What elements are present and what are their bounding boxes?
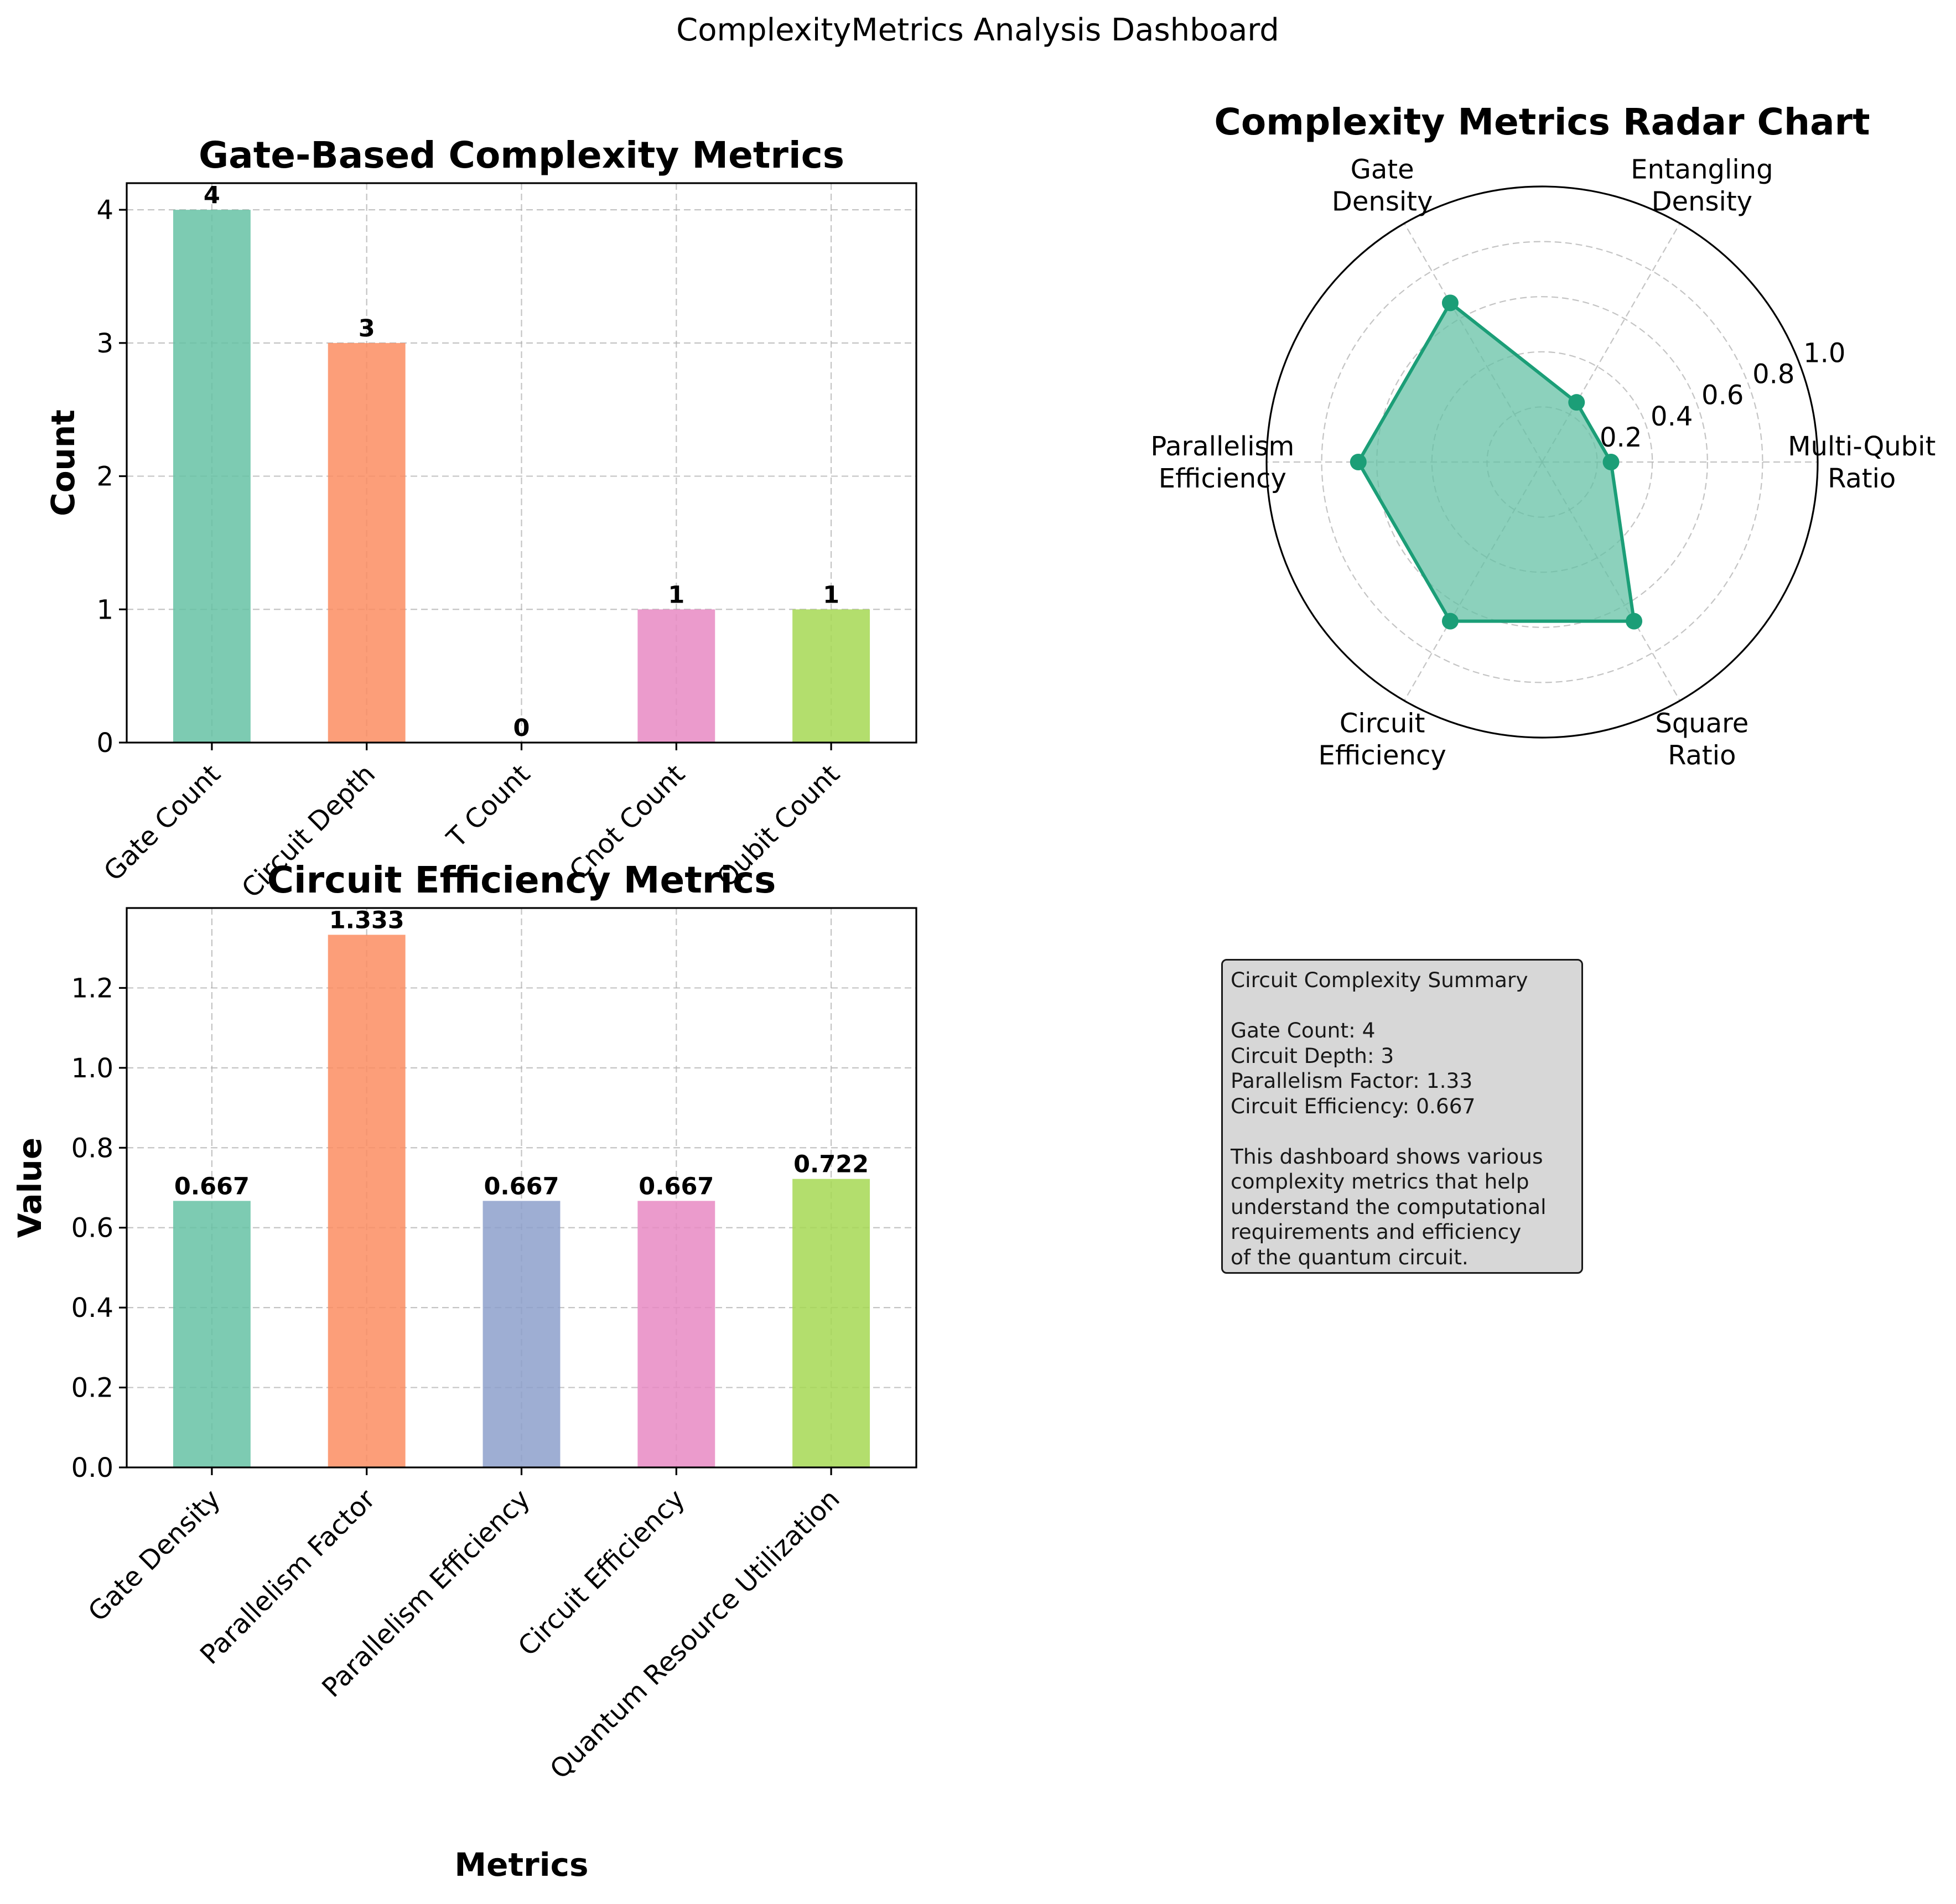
- chart-title: Gate-Based Complexity Metrics: [199, 134, 844, 177]
- radar-axis-label-line: Square: [1655, 708, 1749, 739]
- radar-point: [1602, 454, 1620, 470]
- radar-point: [1626, 613, 1643, 630]
- y-tick-label: 0: [96, 728, 113, 759]
- bar: [792, 609, 870, 743]
- radar-area: [1358, 303, 1635, 621]
- y-tick-label: 2: [96, 461, 113, 492]
- bar-value-label: 0.667: [174, 1173, 250, 1200]
- summary-line: Circuit Complexity Summary: [1231, 968, 1528, 992]
- radial-tick-label: 0.6: [1701, 380, 1744, 411]
- y-tick-label: 1.0: [71, 1053, 113, 1084]
- summary-text: Circuit Complexity Summary Gate Count: 4…: [1231, 968, 1574, 1270]
- summary-line: Parallelism Factor: 1.33: [1231, 1068, 1473, 1093]
- summary-line: requirements and efficiency: [1231, 1220, 1522, 1244]
- radar-axis-label: Entangling Density: [1631, 154, 1773, 217]
- bar-value-label: 0.722: [793, 1151, 869, 1179]
- dashboard-title: ComplexityMetrics Analysis Dashboard: [676, 12, 1279, 48]
- radar-point: [1350, 454, 1367, 470]
- x-tick-label: Parallelism Factor: [194, 1483, 381, 1670]
- radar-axis-label: Circuit Efficiency: [1319, 708, 1446, 771]
- y-tick-label: 4: [96, 195, 113, 226]
- summary-line: Circuit Depth: 3: [1231, 1043, 1394, 1068]
- bar: [637, 1201, 715, 1467]
- radar-axis-label-line: Density: [1332, 186, 1433, 217]
- radial-tick-label: 0.4: [1651, 401, 1693, 432]
- chart-title: Circuit Efficiency Metrics: [267, 859, 776, 901]
- bar: [792, 1179, 870, 1467]
- radial-tick-label: 0.8: [1752, 359, 1794, 390]
- y-axis-label: Count: [44, 409, 82, 516]
- bar: [637, 609, 715, 743]
- y-tick-label: 0.4: [71, 1293, 113, 1324]
- radar-point: [1441, 613, 1459, 630]
- radial-tick-label: 0.2: [1600, 422, 1642, 453]
- y-tick-label: 0.6: [71, 1213, 113, 1244]
- radar-axis-label-line: Multi-Qubit: [1788, 431, 1936, 462]
- bar: [328, 343, 406, 743]
- summary-box: Circuit Complexity Summary Gate Count: 4…: [1221, 959, 1583, 1274]
- bar-value-label: 4: [204, 181, 220, 209]
- y-tick-label: 0.0: [71, 1452, 113, 1483]
- radar-point: [1441, 294, 1459, 312]
- summary-line: of the quantum circuit.: [1231, 1244, 1469, 1269]
- chart-title: Complexity Metrics Radar Chart: [1214, 101, 1870, 143]
- radar-point: [1568, 394, 1585, 411]
- radar-axis-label-line: Ratio: [1668, 740, 1736, 771]
- y-tick-label: 0.2: [71, 1373, 113, 1404]
- x-tick-label: Quantum Resource Utilization: [544, 1483, 845, 1785]
- bar-value-label: 0: [513, 714, 530, 742]
- x-tick-label: Gate Count: [98, 759, 226, 887]
- radar-axis-label-line: Entangling: [1631, 154, 1773, 185]
- radar-axis-label-line: Density: [1652, 186, 1752, 217]
- radar-axis-label: Parallelism Efficiency: [1150, 431, 1294, 494]
- radar-axis-label-line: Gate: [1351, 154, 1414, 185]
- summary-line: Circuit Efficiency: 0.667: [1231, 1093, 1476, 1118]
- radar-axis-label-line: Efficiency: [1319, 740, 1446, 771]
- radar-axis-label: Square Ratio: [1655, 708, 1749, 771]
- bar: [173, 210, 251, 743]
- summary-line: Gate Count: 4: [1231, 1018, 1376, 1042]
- bar-value-label: 1: [668, 581, 684, 609]
- summary-line: [1231, 1119, 1574, 1144]
- x-tick-label: Gate Density: [82, 1483, 227, 1628]
- summary-line: This dashboard shows various: [1231, 1144, 1543, 1169]
- y-axis-label: Value: [11, 1138, 49, 1238]
- efficiency-metrics-panel: 0.667 1.333 0.667 0.667 0.722 0.0 0.2 0.4 0.6 0.8…: [11, 859, 917, 1884]
- bar-value-label: 0.667: [639, 1173, 714, 1200]
- radar-axis-label: Gate Density: [1332, 154, 1433, 217]
- x-axis-label: Metrics: [454, 1846, 588, 1884]
- radar-outer-circle: [1265, 185, 1819, 739]
- x-tick-label: Circuit Efficiency: [512, 1483, 691, 1662]
- bar-value-label: 0.667: [484, 1173, 559, 1200]
- bar-value-label: 3: [359, 315, 375, 343]
- radar-axis-label-line: Circuit: [1340, 708, 1425, 739]
- radial-tick-label: 1.0: [1803, 338, 1845, 369]
- bar-value-label: 1: [823, 581, 839, 609]
- radar-axis-label-line: Parallelism: [1150, 431, 1294, 462]
- summary-line: complexity metrics that help: [1231, 1169, 1529, 1194]
- bar: [328, 935, 406, 1467]
- y-tick-label: 3: [96, 328, 113, 359]
- radar-axis-label: Multi-Qubit Ratio: [1788, 431, 1936, 494]
- y-tick-label: 0.8: [71, 1133, 113, 1164]
- radar-axis-label-line: Ratio: [1828, 463, 1896, 494]
- bar: [482, 1201, 561, 1467]
- y-tick-label: 1: [96, 594, 113, 625]
- summary-line: [1231, 993, 1574, 1019]
- x-tick-label: T Count: [440, 759, 536, 854]
- summary-line: understand the computational: [1231, 1194, 1547, 1219]
- y-tick-label: 1.2: [71, 973, 113, 1004]
- bar: [173, 1201, 251, 1467]
- radial-gridline: [1321, 241, 1763, 683]
- bar-value-label: 1.333: [329, 906, 404, 934]
- radar-axis-label-line: Efficiency: [1159, 463, 1286, 494]
